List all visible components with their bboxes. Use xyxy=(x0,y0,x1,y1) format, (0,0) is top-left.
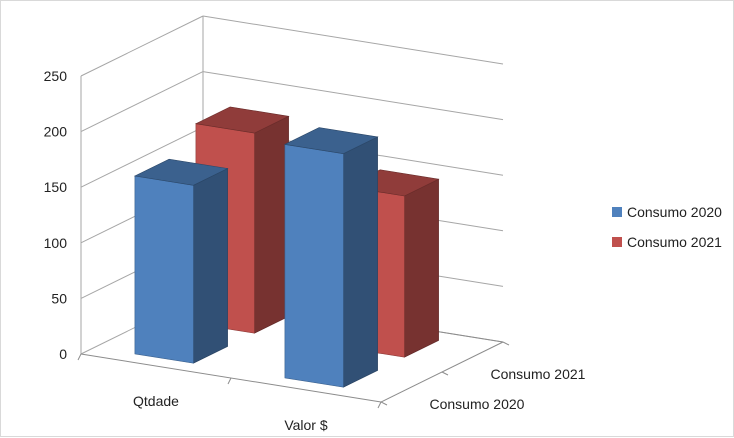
legend-label: Consumo 2020 xyxy=(627,204,722,220)
gridline-back xyxy=(202,71,504,121)
category-tick xyxy=(377,401,382,409)
bar-top xyxy=(133,158,229,186)
y-tick-label: 100 xyxy=(44,235,68,251)
y-tick-label: 50 xyxy=(51,290,67,306)
y-tick-label: 250 xyxy=(44,68,68,84)
legend-item: Consumo 2020 xyxy=(612,204,722,220)
y-tick-label: 200 xyxy=(44,124,68,140)
category-tick xyxy=(227,377,232,385)
depth-tick xyxy=(441,371,449,376)
bar-consumo-2020-0 xyxy=(133,158,229,364)
bar-side xyxy=(254,115,289,334)
category-label: Qtdade xyxy=(133,393,179,409)
gridline-back xyxy=(202,15,504,65)
bar-front xyxy=(134,175,194,364)
bar-front xyxy=(284,144,344,388)
bar-top xyxy=(194,106,290,134)
bar-side xyxy=(404,178,439,358)
bar-side xyxy=(193,168,228,364)
legend-item: Consumo 2021 xyxy=(612,234,722,250)
labels-layer: 0 50 100 150 200 250 Qtdade Valor $ Consumo 2020… xyxy=(44,68,586,433)
gridline-side xyxy=(80,15,204,77)
bars-front-row xyxy=(133,127,379,388)
legend-swatch xyxy=(612,207,622,217)
depth-label: Consumo 2021 xyxy=(491,366,586,382)
category-tick xyxy=(77,353,82,361)
bar-side xyxy=(343,136,378,388)
bar-consumo-2020-1 xyxy=(283,127,379,388)
legend-label: Consumo 2021 xyxy=(627,234,722,250)
depth-tick xyxy=(502,341,510,346)
y-tick-label: 150 xyxy=(44,179,68,195)
bar-top xyxy=(283,127,379,155)
category-label: Valor $ xyxy=(284,417,328,433)
gridline-side xyxy=(80,71,204,133)
y-tick-label: 0 xyxy=(59,346,67,362)
depth-tick xyxy=(380,401,388,406)
depth-label: Consumo 2020 xyxy=(430,396,525,412)
legend: Consumo 2020 Consumo 2021 xyxy=(612,204,722,250)
legend-swatch xyxy=(612,237,622,247)
gridline-side xyxy=(80,126,204,188)
